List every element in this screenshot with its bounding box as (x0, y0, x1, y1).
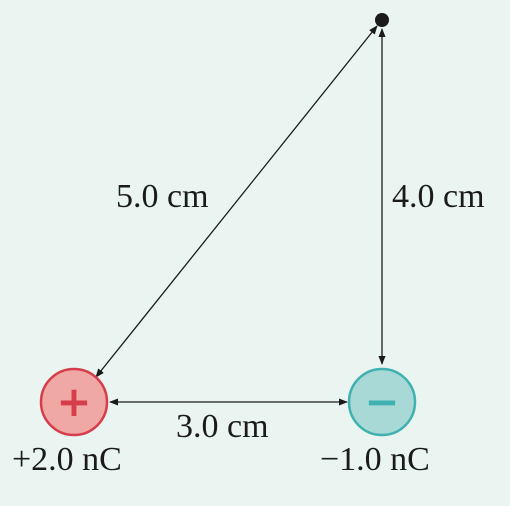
positive-charge: + (39, 367, 109, 437)
negative-charge-label: −1.0 nC (320, 441, 430, 478)
minus-icon: − (364, 377, 399, 426)
negative-charge: − (347, 367, 417, 437)
hypotenuse-arrow (95, 25, 378, 378)
plus-icon: + (56, 377, 91, 426)
horizontal-distance-label: 3.0 cm (176, 408, 269, 445)
hypotenuse-distance-label: 5.0 cm (116, 178, 209, 215)
field-point (375, 13, 389, 27)
vertical-distance-label: 4.0 cm (392, 178, 485, 215)
positive-charge-label: +2.0 nC (12, 441, 122, 478)
positive-charge-circle (39, 367, 109, 437)
negative-charge-circle (347, 367, 417, 437)
